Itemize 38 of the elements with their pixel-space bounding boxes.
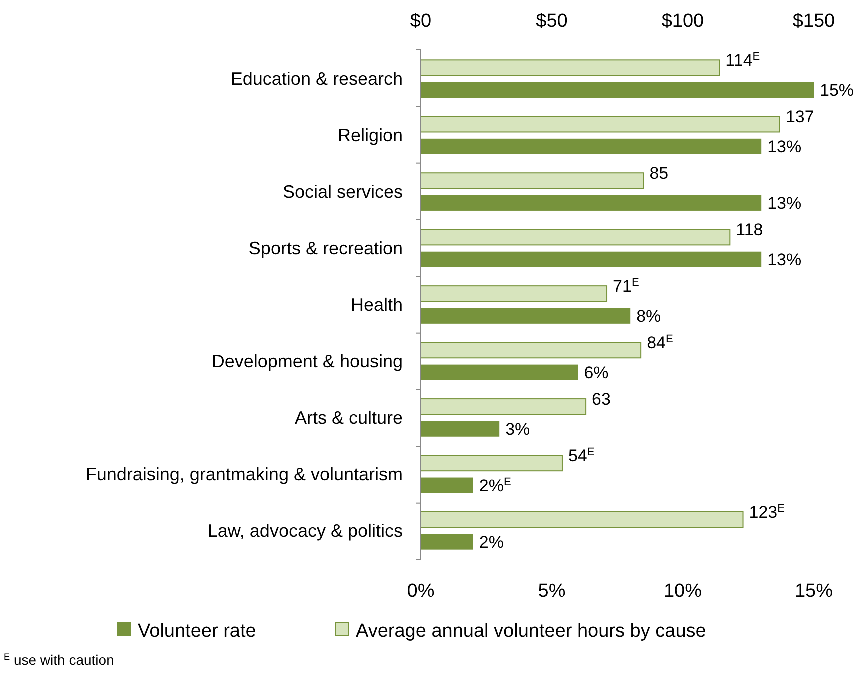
y-tick-label: Development & housing bbox=[212, 351, 403, 372]
data-label: 2%$^{E}$ bbox=[479, 476, 512, 496]
x-tick-label: 10% bbox=[664, 581, 702, 602]
y-tick-label: Social services bbox=[282, 182, 403, 202]
data-label: 71$^{E}$ bbox=[613, 276, 640, 296]
data-label: 85 bbox=[650, 164, 669, 183]
data-label: 84$^{E}$ bbox=[647, 333, 674, 352]
data-label: 2% bbox=[479, 533, 504, 552]
data-label: 13% bbox=[768, 250, 802, 270]
x2-tick-label: $100 bbox=[662, 11, 704, 32]
y-tick-label: Religion bbox=[338, 126, 403, 146]
y-tick-label: Health bbox=[350, 295, 403, 315]
x-tick-label: 0% bbox=[407, 581, 435, 602]
data-label: 54$^{E}$ bbox=[568, 446, 595, 466]
legend-label: Volunteer rate bbox=[138, 621, 256, 642]
x2-tick-label: $0 bbox=[410, 11, 432, 32]
data-label: 114$^{E}$ bbox=[726, 50, 760, 70]
data-label: 6% bbox=[584, 364, 609, 383]
data-label: 3% bbox=[506, 420, 530, 440]
legend-label: Average annual volunteer hours by cause bbox=[356, 621, 706, 642]
y-tick-label: Fundraising, grantmaking & voluntarism bbox=[86, 464, 403, 484]
data-label: 63 bbox=[592, 390, 611, 409]
x2-tick-label: $150 bbox=[792, 11, 836, 32]
y-tick-label: Law, advocacy & politics bbox=[208, 520, 403, 541]
y-tick-label: Arts & culture bbox=[294, 408, 403, 428]
data-label: 123$^{E}$ bbox=[749, 502, 786, 522]
data-label: 13% bbox=[768, 194, 802, 214]
y-tick-label: Education & research bbox=[230, 69, 403, 90]
data-label: 15% bbox=[820, 81, 854, 100]
data-label: 8% bbox=[636, 307, 662, 326]
text: $^{E}$ use with caution bbox=[4, 652, 114, 668]
y-tick-label: Sports & recreation bbox=[248, 238, 403, 259]
x-tick-label: 15% bbox=[794, 581, 834, 602]
x2-tick-label: $50 bbox=[536, 11, 568, 32]
x-tick-label: 5% bbox=[538, 581, 566, 602]
data-label: 137 bbox=[786, 107, 814, 126]
data-label: 118 bbox=[736, 220, 764, 240]
data-label: 13% bbox=[768, 138, 802, 157]
